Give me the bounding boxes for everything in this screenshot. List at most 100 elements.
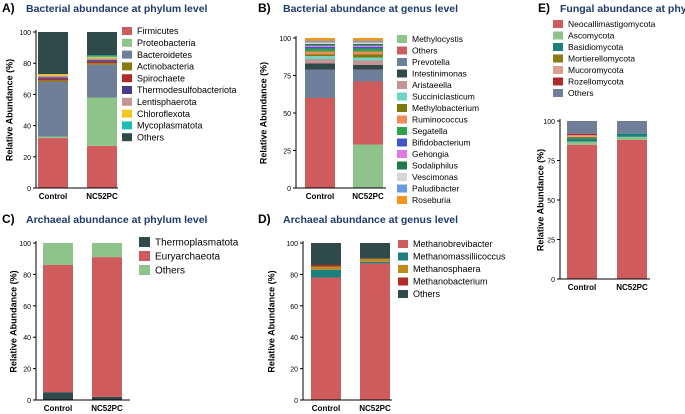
panel-a-legend-label: Thermodesulfobacteriota — [137, 85, 237, 95]
panel-a-legend-label: Chloroflexota — [137, 109, 190, 119]
panel-d-bar-nc52pc-methanomassiliicoccus — [360, 261, 390, 264]
panel-a-legend-swatch — [122, 38, 132, 47]
panel-d-ytick-label: 60 — [290, 304, 298, 311]
panel-c-legend-swatch — [139, 237, 150, 247]
panel-a-bar-nc52pc-others — [87, 32, 117, 56]
panel-b-legend-label: Segatella — [412, 126, 448, 136]
panel-b-legend-label: Sodaliphilus — [412, 160, 458, 170]
panel-b-bar-control-others — [305, 98, 335, 188]
panel-e-ytick-label: 0 — [551, 277, 555, 284]
panel-b-ylabel: Relative Abundance (%) — [258, 62, 268, 164]
panel-b-bar-control-segatella — [305, 48, 335, 52]
panel-e-legend-swatch — [553, 20, 563, 28]
panel-b-legend-label: Prevotella — [412, 57, 450, 67]
panel-a-legend-swatch — [122, 109, 132, 118]
panel-b-bar-nc52pc-ruminococcus — [353, 51, 383, 55]
panel-d-ylabel: Relative Abundance (%) — [266, 270, 276, 372]
panel-b-legend-swatch — [397, 35, 407, 43]
panel-a-ytick-label: 60 — [23, 92, 31, 99]
panel-c-ytick-label: 60 — [23, 304, 31, 311]
panel-d-bar-control-others — [311, 243, 341, 265]
panel-a-legend-label: Lentisphaerota — [137, 97, 197, 107]
panel-b-legend-swatch — [397, 69, 407, 78]
panel-e-ytick-label: 75 — [547, 159, 555, 166]
panel-d-legend-label: Methanosphaera — [413, 264, 481, 274]
panel-a-bar-nc52pc-actinobacteria — [87, 63, 117, 65]
panel-b-ytick-label: 100 — [279, 36, 291, 43]
panel-a-bar-control-actinobacteria — [38, 80, 68, 82]
panel-b-legend-label: Intestinimonas — [412, 68, 467, 78]
panel-d-ytick-label: 20 — [290, 367, 298, 374]
panel-a-legend-swatch — [122, 62, 132, 71]
panel-e-legend-swatch — [553, 43, 563, 51]
panel-c-bar-control-thermoplasmatota — [43, 392, 73, 400]
panel-e-bar-control-neocallimastigomycota — [567, 144, 597, 279]
panel-e-xtick-label: Control — [568, 283, 596, 292]
panel-e-legend-label: Basidiomycota — [568, 42, 624, 52]
panel-a-bar-nc52pc-spirochaete — [87, 61, 117, 64]
panel-b-bar-nc52pc-prevotella — [353, 69, 383, 82]
panel-b-legend-swatch — [397, 127, 407, 135]
panel-d-ytick-label: 80 — [290, 272, 298, 279]
panel-d-xtick-label: NC52PC — [359, 404, 391, 413]
panel-e-bar-control-mucoromycota — [567, 135, 597, 137]
panel-c-ytick-label: 80 — [23, 272, 31, 279]
panel-d-bar-nc52pc-methanobrevibacter — [360, 263, 390, 400]
panel-a-xtick-label: Control — [39, 192, 67, 201]
panel-e-legend-label: Ascomycota — [568, 30, 615, 40]
panel-b-legend-label: Paludibacter — [412, 183, 459, 193]
panel-e-bar-control-others — [567, 121, 597, 134]
panel-d-legend-swatch — [398, 290, 408, 298]
panel-b-legend-swatch — [397, 196, 407, 204]
panel-d-ytick-label: 40 — [290, 335, 298, 342]
panel-e-legend-label: Mortierellomycota — [568, 53, 635, 63]
panel-b-bar-nc52pc-sodaliphilus — [353, 44, 383, 46]
panel-b-legend-swatch — [397, 46, 407, 55]
panel-e-legend-label: Mucoromycota — [568, 65, 624, 75]
panel-a-legend-swatch — [122, 50, 132, 59]
panel-b-ytick-label: 50 — [283, 111, 291, 118]
panel-d-bar-control-methanobacterium — [311, 264, 341, 267]
panel-c-bar-control-euryarchaeota — [43, 264, 73, 393]
panel-d-bar-nc52pc-methanosphaera — [360, 258, 390, 262]
panel-d-bar-nc52pc-others — [360, 243, 390, 259]
panel-b-legend-label: Methylobacterium — [412, 103, 479, 113]
panel-b-legend-swatch — [397, 184, 407, 193]
panel-e-legend-swatch — [553, 77, 563, 86]
panel-e-bar-control-ascomycota — [567, 141, 597, 145]
panel-b-legend-swatch — [397, 161, 407, 170]
panel-a-bar-nc52pc-mycoplasmatota — [87, 55, 117, 57]
panel-b-bar-nc52pc-succiniclasticum — [353, 57, 383, 61]
panel-b-legend-swatch — [397, 92, 407, 101]
panel-b-bar-nc52pc-paludibacter — [353, 41, 383, 43]
panel-b-bar-nc52pc-aristaeella — [353, 60, 383, 65]
panel-a-xtick-label: NC52PC — [86, 192, 118, 201]
panel-d-ytick-label: 0 — [294, 398, 298, 405]
panel-d-legend-label: Methanobrevibacter — [413, 239, 493, 249]
panel-c-ytick-label: 20 — [23, 367, 31, 374]
panel-a-ylabel: Relative Abundance (%) — [4, 59, 14, 161]
panel-e-bar-control-basidiomycota — [567, 138, 597, 142]
panel-a-bar-nc52pc-thermodesulfobacteriota — [87, 60, 117, 62]
panel-a-bar-nc52pc-firmicutes — [87, 145, 117, 188]
panel-d-legend-label: Methanomassiliicoccus — [413, 252, 506, 262]
panel-c-letter: C) — [2, 212, 15, 226]
panel-a-legend-swatch — [122, 86, 132, 94]
panel-b-bar-control-vescimonas — [305, 42, 335, 44]
panel-b-bar-control-roseburia — [305, 38, 335, 41]
panel-c-ytick-label: 40 — [23, 335, 31, 342]
panel-c-legend-label: Euryarchaeota — [155, 252, 220, 263]
panel-c-bar-nc52pc-thermoplasmatota — [92, 396, 122, 400]
panel-b-legend-swatch — [397, 138, 407, 147]
panel-a-letter: A) — [2, 1, 15, 15]
panel-a-bar-control-lentisphaerota — [38, 75, 68, 78]
panel-b-bar-control-gehongia — [305, 45, 335, 47]
panel-a-bar-nc52pc-proteobacteria — [87, 97, 117, 146]
panel-b-bar-nc52pc-segatella — [353, 48, 383, 52]
panel-b-legend-label: Gehongia — [412, 149, 449, 159]
panel-b-bar-nc52pc-gehongia — [353, 45, 383, 47]
panel-b-legend-swatch — [397, 150, 407, 158]
panel-d-bar-control-methanomassiliicoccus — [311, 269, 341, 278]
panel-b-legend-label: Vescimonas — [412, 172, 458, 182]
panel-b-bar-control-bifidobacterium — [305, 47, 335, 49]
